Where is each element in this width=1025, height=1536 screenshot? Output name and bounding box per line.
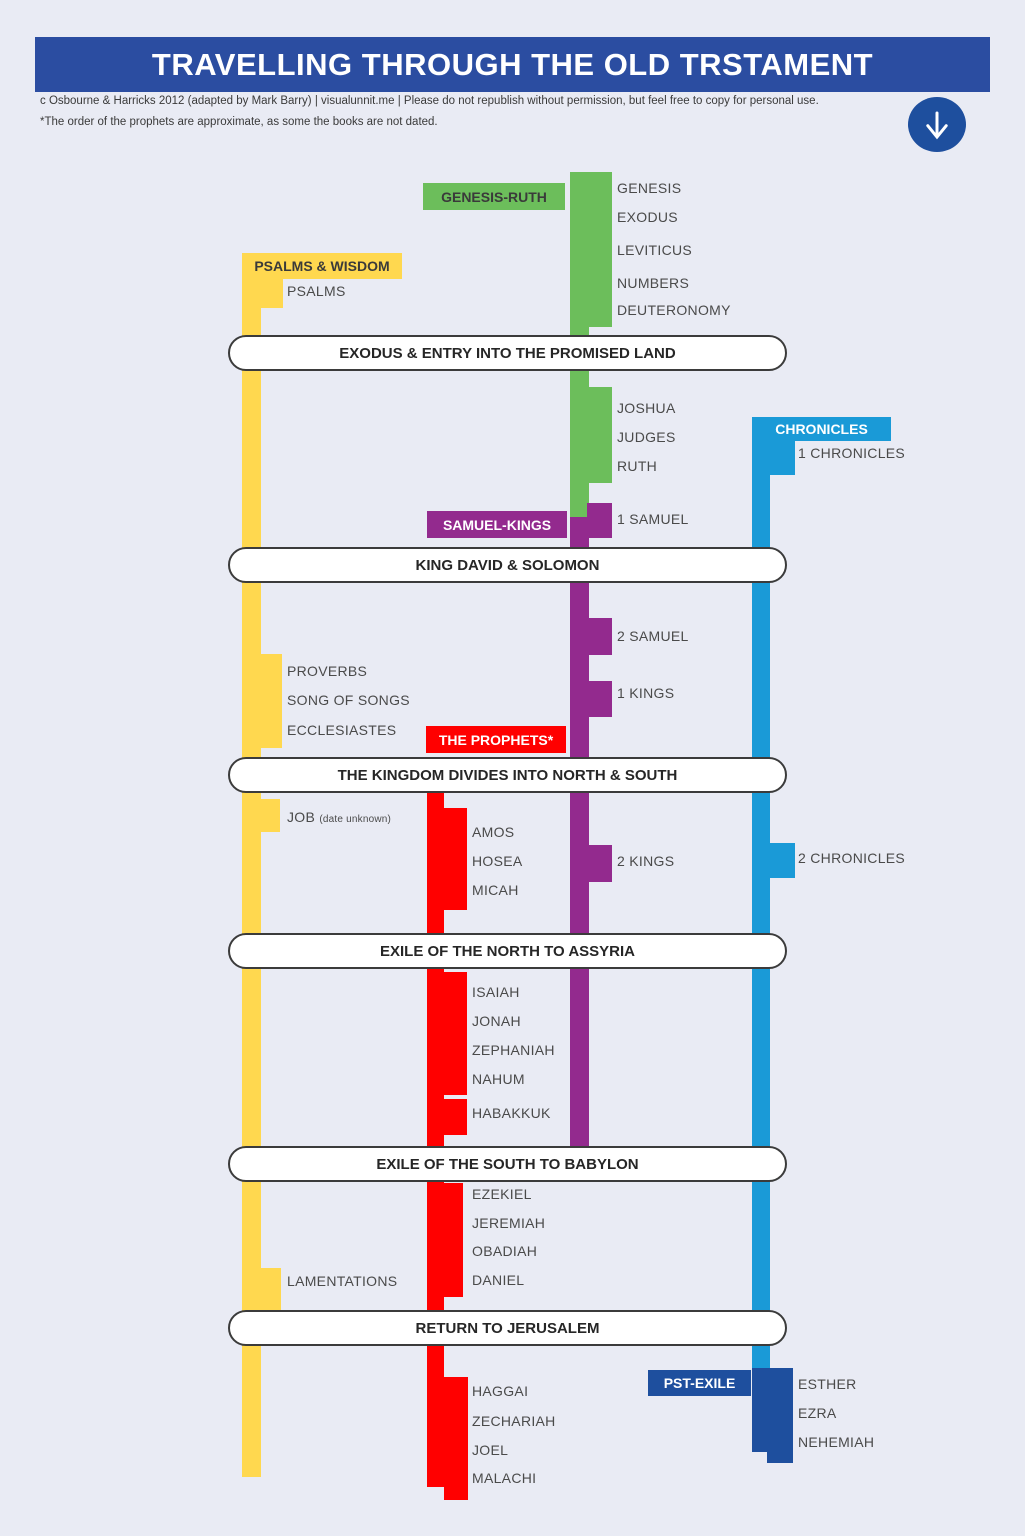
credit-line: c Osbourne & Harricks 2012 (adapted by M… — [40, 95, 819, 107]
book-zechariah: ZECHARIAH — [472, 1413, 556, 1429]
psalms-wisdom-label: PSALMS & WISDOM — [242, 253, 402, 279]
book-proverbs: PROVERBS — [287, 663, 368, 679]
book-song-of-songs: SONG OF SONGS — [287, 692, 410, 708]
kings2-notch — [570, 845, 612, 882]
genesis-ruth-label: GENESIS-RUTH — [423, 183, 565, 210]
book-ezekiel: EZEKIEL — [472, 1186, 532, 1202]
banner-kingdom-divides: THE KINGDOM DIVIDES INTO NORTH & SOUTH — [228, 757, 787, 793]
book-isaiah: ISAIAH — [472, 984, 520, 1000]
book-amos: AMOS — [472, 824, 515, 840]
kings1-notch — [570, 681, 612, 717]
habakkuk-notch — [427, 1099, 467, 1135]
book-2samuel: 2 SAMUEL — [617, 628, 689, 644]
book-joel: JOEL — [472, 1442, 509, 1458]
book-2kings: 2 KINGS — [617, 853, 675, 869]
book-psalms: PSALMS — [287, 283, 346, 299]
book-hosea: HOSEA — [472, 853, 523, 869]
samuel1-notch — [587, 503, 612, 538]
book-judges: JUDGES — [617, 429, 676, 445]
book-ruth: RUTH — [617, 458, 658, 474]
banner-return-jerusalem: RETURN TO JERUSALEM — [228, 1310, 787, 1346]
isaiah-nahum-notch — [427, 972, 467, 1095]
book-ecclesiastes: ECCLESIASTES — [287, 722, 397, 738]
footnote-line: *The order of the prophets are approxima… — [40, 116, 438, 128]
job-notch — [242, 799, 280, 832]
book-1chronicles: 1 CHRONICLES — [798, 445, 906, 461]
book-exodus: EXODUS — [617, 209, 678, 225]
book-joshua: JOSHUA — [617, 400, 676, 416]
book-lamentations: LAMENTATIONS — [287, 1273, 398, 1289]
book-job: JOB (date unknown) — [287, 809, 391, 825]
banner-exodus-entry: EXODUS & ENTRY INTO THE PROMISED LAND — [228, 335, 787, 371]
book-zephaniah: ZEPHANIAH — [472, 1042, 555, 1058]
down-arrow-icon — [908, 97, 966, 152]
book-2chronicles: 2 CHRONICLES — [798, 850, 906, 866]
page-title: TRAVELLING THROUGH THE OLD TRSTAMENT — [151, 46, 874, 82]
book-ezra: EZRA — [798, 1405, 837, 1421]
book-habakkuk: HABAKKUK — [472, 1105, 551, 1121]
book-jonah: JONAH — [472, 1013, 521, 1029]
book-leviticus: LEVITICUS — [617, 242, 693, 258]
book-genesis: GENESIS — [617, 180, 682, 196]
book-haggai: HAGGAI — [472, 1383, 529, 1399]
samuel-kings-bar-main — [570, 517, 589, 1146]
banner-exile-south: EXILE OF THE SOUTH TO BABYLON — [228, 1146, 787, 1182]
pentateuch-notch — [570, 172, 612, 327]
wisdom-books-notch — [242, 654, 282, 748]
book-nehemiah: NEHEMIAH — [798, 1434, 875, 1450]
ezekiel-daniel-notch — [427, 1183, 463, 1297]
book-obadiah: OBADIAH — [472, 1243, 538, 1259]
samuel-kings-label: SAMUEL-KINGS — [427, 511, 567, 538]
chronicles-label: CHRONICLES — [752, 417, 891, 441]
book-deuteronomy: DEUTERONOMY — [617, 302, 731, 318]
book-jeremiah: JEREMIAH — [472, 1215, 546, 1231]
book-nahum: NAHUM — [472, 1071, 525, 1087]
lamentations-notch — [242, 1268, 281, 1310]
header-bar: TRAVELLING THROUGH THE OLD TRSTAMENT — [35, 37, 990, 92]
banner-david-solomon: KING DAVID & SOLOMON — [228, 547, 787, 583]
book-job-note: (date unknown) — [319, 814, 392, 825]
book-micah: MICAH — [472, 882, 519, 898]
book-daniel: DANIEL — [472, 1272, 525, 1288]
book-1kings: 1 KINGS — [617, 685, 675, 701]
book-numbers: NUMBERS — [617, 275, 690, 291]
joshua-ruth-notch — [570, 387, 612, 483]
amos-micah-notch — [427, 808, 467, 910]
chronicles2-notch — [752, 843, 795, 878]
book-1samuel: 1 SAMUEL — [617, 511, 689, 527]
post-exile-label: PST-EXILE — [648, 1370, 751, 1396]
chronicles-bar-main — [752, 440, 770, 1368]
prophets-label: THE PROPHETS* — [426, 726, 566, 753]
psalms-notch — [242, 278, 283, 308]
chronicles1-notch — [752, 440, 795, 475]
post-exile-tail — [767, 1452, 793, 1463]
book-esther: ESTHER — [798, 1376, 857, 1392]
book-job-name: JOB — [287, 809, 316, 825]
banner-exile-north: EXILE OF THE NORTH TO ASSYRIA — [228, 933, 787, 969]
post-exile-bar-main — [752, 1368, 793, 1452]
book-malachi: MALACHI — [472, 1470, 537, 1486]
samuel2-notch — [570, 618, 612, 655]
haggai-malachi-notch — [444, 1377, 468, 1500]
